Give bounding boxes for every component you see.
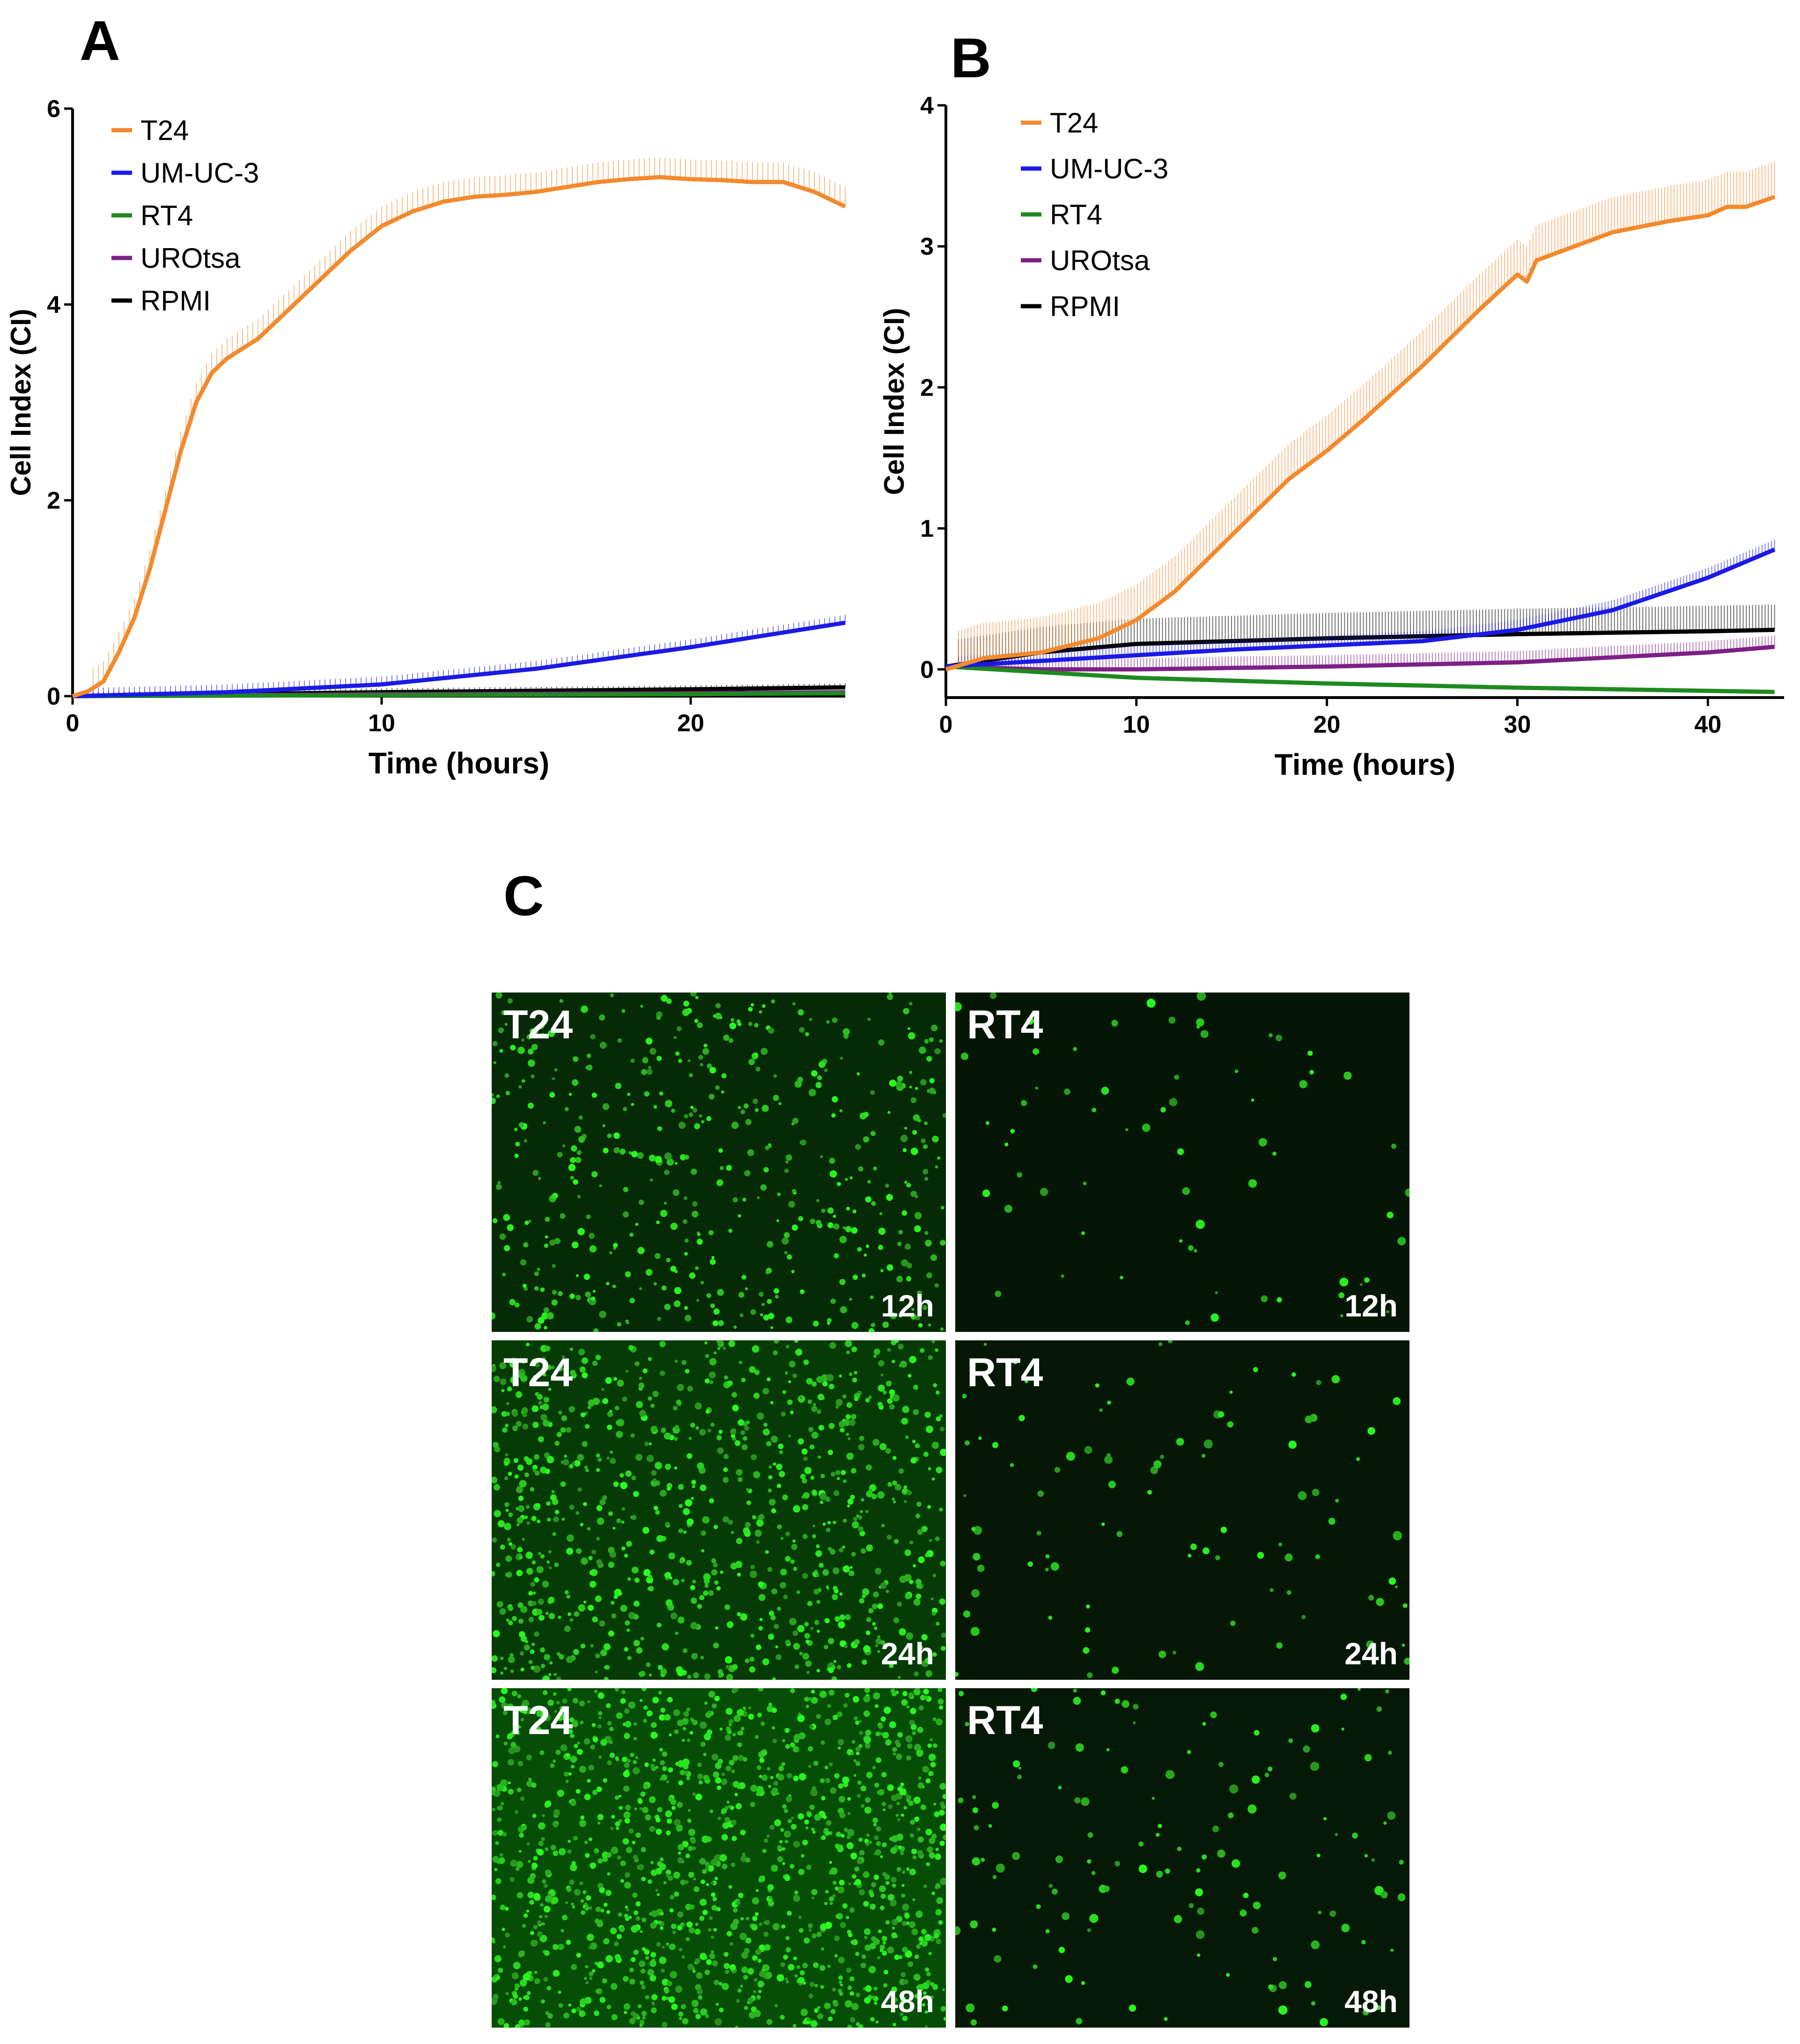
micrograph-cells [955, 993, 1409, 1325]
legend-label-um-uc-3: UM-UC-3 [1050, 153, 1168, 184]
micrograph-time-label: 12h [881, 1288, 934, 1323]
series-t24-error-bars [958, 162, 1775, 666]
series-t24-line [945, 195, 1776, 672]
micrograph-cells [492, 1340, 946, 1680]
series-rt4-line [945, 664, 1775, 694]
legend-label-rt4: RT4 [1050, 199, 1102, 230]
legend-label-urotsa: UROtsa [1050, 245, 1150, 276]
micrograph-t24-48h: T24 48h [492, 1688, 946, 2028]
series-t24-error-bars [93, 157, 846, 688]
micrograph-cell-label: RT4 [967, 1350, 1043, 1395]
legend-label-urotsa: UROtsa [140, 243, 241, 274]
micrograph-rt4-12h: RT4 12h [955, 993, 1409, 1332]
chart-b-x-tick-label: 0 [939, 711, 953, 738]
chart-b-y-tick-label: 4 [920, 92, 934, 119]
legend-label-rpmi: RPMI [140, 285, 211, 316]
micrograph-time-label: 48h [1344, 1984, 1398, 2019]
chart-a: 0 10 20 0 2 4 6 Time (hours) Cell Index (CI) T24 U… [5, 96, 846, 780]
micrograph-cells [492, 993, 946, 1332]
legend-label-rpmi: RPMI [1050, 291, 1120, 322]
micrograph-grid: T24 12h RT4 12h T24 24h RT4 24h T24 48h RT4 48h [492, 993, 1428, 2044]
series-t24-line [72, 175, 846, 698]
panel-label-c: C [503, 865, 544, 927]
micrograph-cell-label: T24 [503, 1698, 573, 1743]
chart-a-y-tick-label: 6 [47, 96, 60, 123]
chart-b-x-tick-label: 40 [1694, 711, 1721, 738]
chart-a-x-tick-label: 20 [677, 710, 704, 737]
chart-b-y-label: Cell Index (CI) [878, 308, 910, 495]
chart-a-y-tick-label: 0 [47, 683, 60, 710]
micrograph-t24-12h: T24 12h [492, 993, 946, 1332]
chart-b-y-tick-label: 0 [920, 656, 934, 684]
micrograph-time-label: 24h [881, 1636, 934, 1671]
micrograph-cell-label: T24 [503, 1002, 573, 1047]
micrograph-cells [492, 1688, 946, 2028]
chart-a-y-tick-label: 4 [47, 291, 60, 318]
chart-b-y-tick-label: 3 [920, 233, 934, 260]
chart-b: 0 10 20 30 40 0 1 2 3 4 Time (hours) Cell Index (CI… [878, 92, 1784, 781]
micrograph-cell-label: RT4 [967, 1002, 1043, 1047]
micrograph-cells [955, 1688, 1406, 2027]
panel-label-b: B [951, 27, 991, 89]
chart-b-y-tick-label: 2 [920, 374, 934, 401]
series-rt4-line [72, 691, 846, 698]
legend-label-t24: T24 [140, 115, 189, 146]
micrograph-cells [955, 1340, 1409, 1678]
micrograph-rt4-24h: RT4 24h [955, 1340, 1409, 1680]
micrograph-cell-label: T24 [503, 1350, 573, 1395]
micrograph-time-label: 12h [1344, 1288, 1398, 1323]
legend-label-um-uc-3: UM-UC-3 [140, 157, 259, 189]
chart-a-x-label: Time (hours) [369, 746, 549, 780]
series-urotsa-line [945, 645, 1775, 672]
chart-a-y-label: Cell Index (CI) [5, 309, 37, 496]
legend-label-rt4: RT4 [140, 200, 193, 231]
series-um-uc-3-line [72, 620, 846, 698]
chart-b-x-tick-label: 10 [1123, 711, 1150, 738]
chart-b-x-tick-label: 20 [1313, 711, 1341, 738]
chart-a-x-tick-label: 0 [66, 710, 80, 737]
panel-label-a: A [80, 9, 120, 72]
chart-a-x-tick-label: 10 [368, 710, 395, 737]
chart-b-y-tick-label: 1 [920, 515, 934, 543]
micrograph-t24-24h: T24 24h [492, 1340, 946, 1680]
chart-b-x-label: Time (hours) [1275, 748, 1455, 781]
series-um-uc-3-line [945, 547, 1776, 669]
series-um-uc-3-error-bars [93, 615, 846, 696]
chart-a-y-tick-label: 2 [47, 487, 60, 515]
chart-b-x-tick-label: 30 [1504, 711, 1531, 738]
micrograph-cell-label: RT4 [967, 1698, 1043, 1743]
legend-label-t24: T24 [1050, 107, 1098, 139]
micrograph-rt4-48h: RT4 48h [955, 1688, 1409, 2028]
micrograph-time-label: 48h [881, 1984, 934, 2019]
micrograph-time-label: 24h [1344, 1636, 1398, 1671]
